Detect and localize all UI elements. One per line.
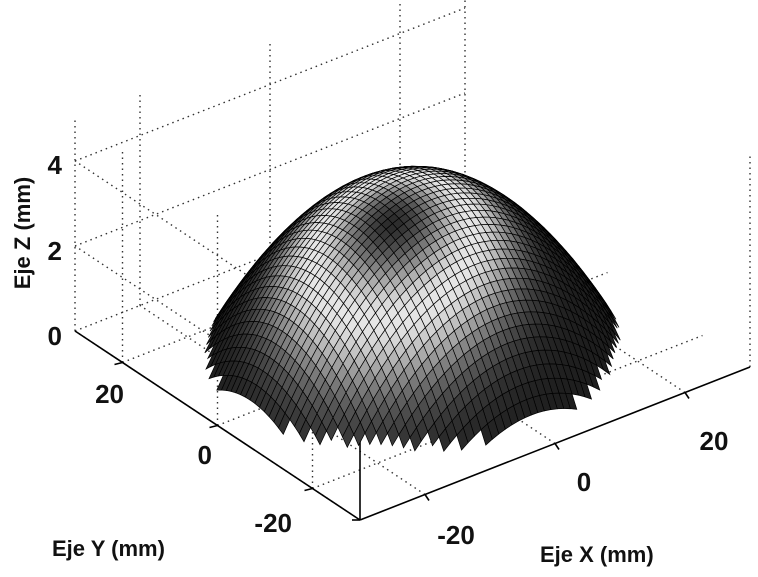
y-tick-label: -20 xyxy=(254,508,292,538)
y-tick-mark xyxy=(209,424,218,429)
surface-patch xyxy=(342,423,355,449)
surface-patch xyxy=(375,420,388,446)
y-tick-label: 20 xyxy=(95,379,124,409)
surface-patch xyxy=(438,427,451,453)
x-tick-label: 20 xyxy=(700,426,729,456)
surface-patch xyxy=(398,423,411,449)
z-tick-label: 2 xyxy=(48,236,62,266)
x-tick-label: 0 xyxy=(577,467,591,497)
surface-patch xyxy=(353,421,366,447)
left-wall-grid-line xyxy=(74,160,361,351)
back-wall-grid-line xyxy=(74,7,466,162)
surface-patch xyxy=(298,418,311,443)
surface-patch xyxy=(409,426,422,452)
surface-patch xyxy=(456,427,469,451)
back-wall-grid-line xyxy=(74,92,466,247)
y-tick-label: 0 xyxy=(198,440,212,470)
x-tick-mark xyxy=(554,443,560,450)
y-tick-mark xyxy=(114,361,123,366)
y-ticks: -20 0 20 xyxy=(95,379,292,538)
surface-patch xyxy=(387,421,400,447)
z-tick-label: 0 xyxy=(48,321,62,351)
surface-patch xyxy=(314,421,327,446)
z-tick-label: 4 xyxy=(48,150,63,180)
surface-patch xyxy=(480,423,493,446)
x-tick-label: -20 xyxy=(437,520,475,550)
x-tick-mark xyxy=(424,494,430,501)
x-axis-label: Eje X (mm) xyxy=(540,542,654,567)
surface-patch xyxy=(364,420,377,446)
surface-patch xyxy=(427,422,440,447)
y-axis-label: Eje Y (mm) xyxy=(52,536,165,561)
z-ticks: 0 2 4 xyxy=(48,150,63,351)
x-tick-mark xyxy=(684,392,690,399)
y-tick-mark xyxy=(304,487,313,492)
x-ticks: -20 0 20 xyxy=(437,426,728,550)
surface-patch xyxy=(278,412,291,435)
surface-patch xyxy=(326,416,339,442)
dome-surface xyxy=(204,165,621,453)
z-axis-label: Eje Z (mm) xyxy=(10,177,35,289)
